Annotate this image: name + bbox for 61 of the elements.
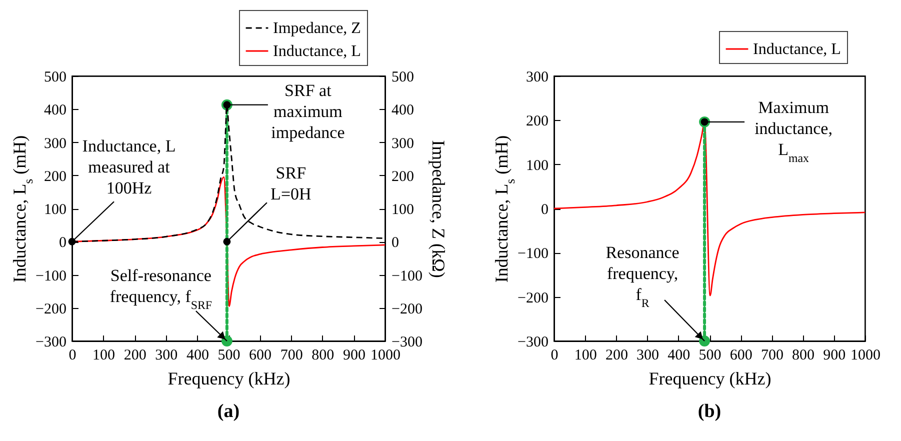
- x-tick-label: 700: [280, 348, 303, 364]
- y2-tick-label: 300: [392, 136, 414, 152]
- x-tick-label: 100: [92, 348, 116, 364]
- x-tick-label: 0: [68, 348, 76, 364]
- y-tick-label: 100: [44, 202, 66, 218]
- x-axis-title: Frequency (kHz): [648, 368, 772, 388]
- x-tick-label: 500: [218, 348, 240, 364]
- y2-tick-label: 100: [392, 202, 414, 218]
- y2-tick-label: 400: [392, 102, 414, 119]
- y-tick-label: −100: [36, 268, 66, 284]
- x-tick-label: 1000: [850, 348, 880, 364]
- annotation: SRF at maximum impedance: [271, 80, 345, 142]
- x-tick-label: 800: [312, 348, 334, 364]
- y2-tick-label: −100: [392, 268, 422, 284]
- legend-label: Impedance, Z: [273, 20, 361, 37]
- y2-tick-label: −300: [392, 334, 422, 350]
- legend-label: Inductance, L: [753, 41, 841, 58]
- x-tick-label: 300: [155, 348, 178, 364]
- x-tick-label: 800: [792, 348, 815, 364]
- x-tick-label: 600: [249, 348, 272, 364]
- y2-tick-label: 0: [392, 235, 399, 252]
- annotation: SRF L=0H: [270, 164, 312, 204]
- y-tick-label: 200: [44, 168, 66, 185]
- x-tick-label: 100: [574, 348, 597, 364]
- x-tick-label: 900: [342, 348, 366, 364]
- x-tick-label: 400: [186, 348, 209, 364]
- y2-tick-label: 500: [392, 70, 414, 86]
- y-tick-label: −300: [518, 334, 548, 350]
- x-tick-label: 300: [636, 348, 660, 364]
- y-tick-label: −100: [518, 246, 548, 262]
- x-tick-label: 0: [550, 348, 558, 364]
- y2-axis-title: Impedance, Z (kΩ): [428, 140, 448, 278]
- y-tick-label: 300: [526, 70, 548, 86]
- y-tick-label: 100: [526, 158, 548, 174]
- x-tick-label: 500: [698, 348, 722, 364]
- x-tick-label: 1000: [370, 348, 400, 364]
- y2-tick-label: −200: [392, 301, 422, 318]
- x-tick-label: 700: [760, 348, 784, 364]
- legend-label: Inductance, L: [273, 43, 361, 60]
- y-tick-label: 500: [44, 70, 66, 86]
- y-tick-label: 200: [526, 114, 548, 130]
- text: (b): [698, 401, 722, 422]
- y2-tick-label: 200: [392, 168, 414, 185]
- y-tick-label: −200: [518, 290, 548, 306]
- x-tick-label: 400: [668, 348, 690, 364]
- y-tick-label: 400: [44, 102, 66, 119]
- annotation: Inductance, L measured at 100Hz: [82, 136, 176, 198]
- x-axis-title: Frequency (kHz): [168, 368, 290, 388]
- y-tick-label: 0: [59, 235, 66, 252]
- y-tick-label: −300: [36, 334, 66, 350]
- text: (a): [217, 401, 240, 422]
- x-tick-label: 900: [823, 348, 846, 364]
- annotation: Resonance frequency, f$_{R}$: [606, 243, 680, 310]
- x-tick-label: 200: [124, 348, 146, 364]
- annotation: Self-resonance frequency, f$_{SRF}$: [110, 266, 212, 312]
- x-tick-label: 200: [605, 348, 628, 364]
- y-tick-label: −200: [36, 301, 66, 318]
- y-tick-label: 300: [44, 136, 66, 152]
- annotation: Maximum inductance, L$_{max}$: [754, 98, 832, 165]
- y-tick-label: 0: [541, 202, 548, 218]
- x-tick-label: 600: [730, 348, 752, 364]
